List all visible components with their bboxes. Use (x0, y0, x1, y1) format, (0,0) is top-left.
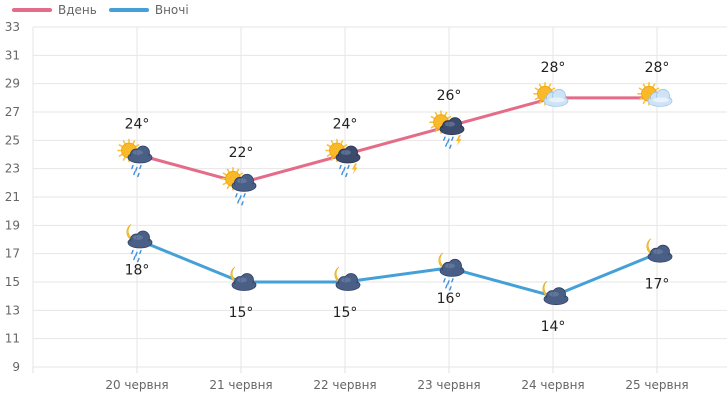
y-tick-label: 13 (5, 303, 20, 317)
moon-cloud-icon (334, 266, 361, 291)
y-tick-label: 25 (5, 133, 20, 147)
x-tick-label: 22 червня (313, 378, 376, 392)
data-label-night: 14° (541, 319, 566, 335)
y-tick-label: 21 (5, 190, 20, 204)
y-tick-label: 33 (5, 20, 20, 34)
legend-item-day[interactable]: Вдень (12, 3, 97, 17)
y-tick-label: 31 (5, 48, 20, 62)
moon-cloud-icon (542, 280, 569, 306)
x-tick-label: 25 червня (625, 378, 688, 392)
legend-label-day: Вдень (58, 3, 97, 17)
y-tick-label: 29 (5, 77, 20, 91)
x-tick-label: 21 червня (209, 378, 272, 392)
legend-swatch-night (108, 8, 149, 12)
sun-cloud-storm-icon (325, 138, 361, 178)
data-label-night: 16° (437, 291, 462, 307)
y-tick-label: 23 (5, 162, 20, 176)
moon-cloud-rain-icon (126, 224, 153, 263)
data-label-day: 28° (645, 60, 670, 76)
moon-cloud-rain-icon (438, 252, 465, 291)
data-label-night: 18° (125, 263, 150, 279)
legend-label-night: Вночі (154, 3, 189, 17)
y-tick-label: 15 (5, 275, 20, 289)
y-tick-label: 11 (5, 332, 20, 346)
y-tick-label: 9 (12, 360, 20, 374)
y-tick-label: 17 (5, 247, 20, 261)
x-tick-label: 24 червня (521, 378, 584, 392)
data-label-night: 17° (645, 277, 670, 293)
data-label-day: 26° (437, 88, 462, 104)
moon-cloud-icon (230, 266, 257, 291)
sun-cloud-rain-icon (221, 167, 257, 206)
data-label-day: 24° (125, 117, 150, 133)
chart-legend: Вдень Вночі (12, 3, 201, 17)
series-line-night (135, 238, 659, 298)
sun-cloud-icon (637, 82, 673, 107)
moon-cloud-icon (646, 238, 673, 263)
legend-item-night[interactable]: Вночі (108, 3, 189, 17)
x-tick-label: 20 червня (105, 378, 168, 392)
data-label-day: 22° (229, 145, 254, 161)
data-label-day: 28° (541, 60, 566, 76)
sun-cloud-rain-icon (117, 138, 153, 178)
sun-cloud-icon (533, 82, 569, 107)
data-label-day: 24° (333, 117, 358, 133)
sun-cloud-storm-icon (429, 110, 465, 149)
legend-swatch-day (12, 8, 52, 12)
y-tick-label: 27 (5, 105, 20, 119)
data-label-night: 15° (333, 305, 358, 321)
y-tick-label: 19 (5, 218, 20, 232)
data-label-night: 15° (229, 305, 254, 321)
x-tick-label: 23 червня (417, 378, 480, 392)
